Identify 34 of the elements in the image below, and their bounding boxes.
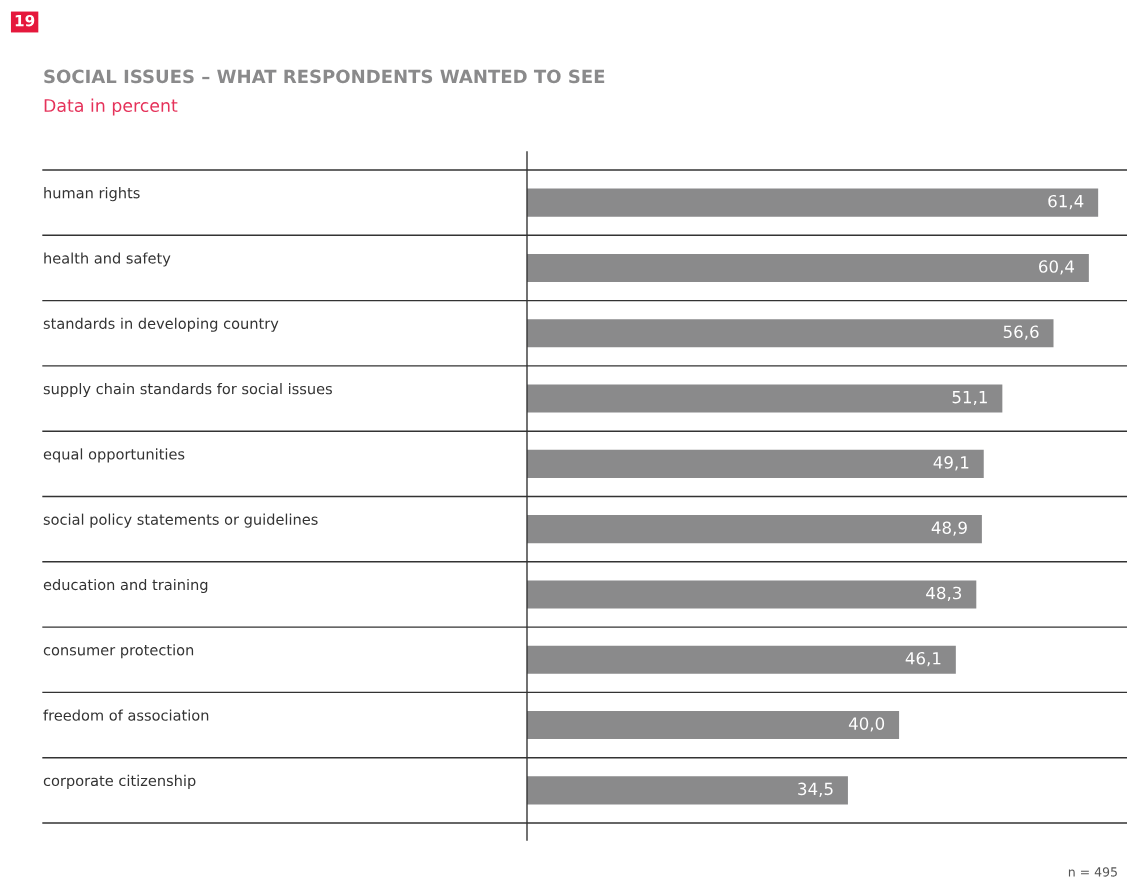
bar bbox=[527, 711, 900, 740]
text: 19 bbox=[15, 14, 35, 27]
data-label: 34,5 bbox=[798, 782, 833, 797]
text: SOCIAL ISSUES – WHAT RESPONDENTS WANTED TO SEE bbox=[44, 69, 605, 84]
y-tick-label: health and safety bbox=[44, 252, 171, 267]
y-tick-label: social policy statements or guidelines bbox=[43, 513, 318, 528]
y-tick-label: standards in developing country bbox=[43, 317, 279, 332]
data-label: 60,4 bbox=[1039, 260, 1075, 275]
data-label: 61,4 bbox=[1048, 194, 1084, 210]
bar bbox=[527, 319, 1054, 348]
bar bbox=[527, 776, 848, 805]
data-label: 46,1 bbox=[905, 651, 941, 667]
data-label: 49,1 bbox=[933, 456, 969, 471]
y-tick-label: corporate citizenship bbox=[43, 774, 196, 789]
y-tick-label: freedom of association bbox=[43, 709, 209, 721]
bar bbox=[527, 645, 956, 674]
y-tick-label: supply chain standards for social issues bbox=[43, 383, 332, 398]
text: n = 495 bbox=[1068, 867, 1117, 877]
bar bbox=[527, 449, 984, 478]
bar bbox=[527, 384, 1003, 413]
bar bbox=[527, 253, 1089, 282]
y-tick-label: consumer protection bbox=[43, 644, 194, 659]
data-label: 40,0 bbox=[848, 717, 885, 732]
y-tick-label: equal opportunities bbox=[43, 448, 185, 463]
data-label: 48,3 bbox=[926, 586, 962, 601]
bar bbox=[527, 188, 1099, 217]
bar bbox=[527, 580, 977, 609]
y-tick-label: human rights bbox=[44, 187, 140, 202]
data-label: 56,6 bbox=[1003, 325, 1039, 340]
y-tick-label: education and training bbox=[43, 578, 208, 594]
text: Data in percent bbox=[44, 98, 178, 116]
data-label: 48,9 bbox=[931, 521, 967, 536]
bar bbox=[527, 515, 982, 544]
data-label: 51,1 bbox=[952, 391, 987, 406]
